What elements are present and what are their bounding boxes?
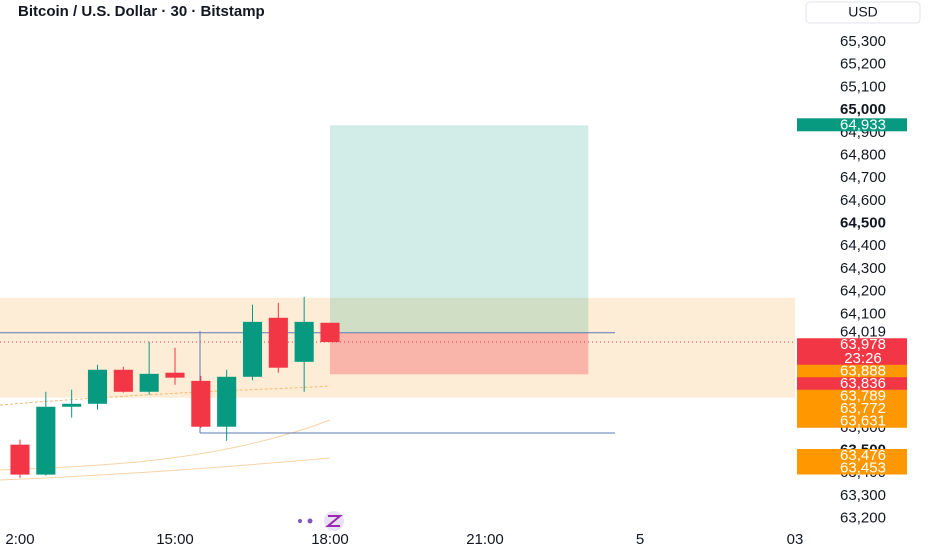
price-label: 64,019 — [840, 324, 886, 341]
x-tick-label: 15:00 — [156, 531, 194, 548]
chart-title: Bitcoin / U.S. Dollar · 30 · Bitstamp — [18, 3, 265, 20]
price-label-box — [797, 364, 907, 378]
price-label-box — [797, 461, 907, 475]
x-tick-label: 21:00 — [466, 531, 504, 548]
y-tick-label: 64,500 — [840, 215, 886, 232]
countdown-label: 23:26 — [844, 350, 882, 367]
currency-button[interactable] — [805, 1, 921, 24]
candle-body — [10, 444, 30, 475]
y-tick-label: 65,200 — [840, 56, 886, 73]
price-label-bg — [797, 325, 907, 339]
y-tick-label: 64,200 — [840, 283, 886, 300]
price-label: 63,772 — [840, 400, 886, 417]
y-tick-label: 64,700 — [840, 169, 886, 186]
y-tick-label: 64,800 — [840, 146, 886, 163]
indicator-line — [0, 385, 331, 406]
y-tick-label: 64,300 — [840, 260, 886, 277]
candle-body — [320, 322, 340, 343]
x-tick-label: 03 — [787, 531, 804, 548]
candle-body — [294, 321, 314, 362]
y-tick-label: 65,300 — [840, 33, 886, 50]
x-tick-label: 5 — [636, 531, 644, 548]
candle-body — [165, 372, 185, 378]
price-label: 63,631 — [840, 413, 886, 430]
price-label-box — [797, 338, 907, 367]
logo — [298, 511, 344, 531]
y-tick-label: 64,100 — [840, 305, 886, 322]
marks-layer — [10, 296, 340, 478]
candle-body — [217, 376, 237, 427]
candle-body — [242, 321, 263, 377]
position-stop — [329, 332, 589, 375]
background-layer — [0, 125, 795, 398]
candle-body — [62, 403, 82, 407]
position-target — [329, 125, 589, 333]
price-label: 63,888 — [840, 363, 886, 380]
candle-body — [113, 369, 133, 392]
price-label-box — [797, 118, 907, 132]
price-label-box — [797, 389, 907, 403]
price-label: 64,933 — [840, 116, 886, 133]
candle-body — [87, 369, 108, 404]
y-tick-label: 64,600 — [840, 192, 886, 209]
price-label: 63,453 — [840, 459, 886, 476]
y-tick-label: 65,000 — [840, 101, 886, 118]
y-tick-label: 63,200 — [840, 510, 886, 527]
x-tick-label: 18:00 — [311, 531, 349, 548]
price-label: 63,789 — [840, 388, 886, 405]
price-label: 63,476 — [840, 447, 886, 464]
y-tick-label: 65,100 — [840, 78, 886, 95]
price-label-box — [797, 414, 907, 428]
x-tick-label: 2:00 — [5, 531, 34, 548]
price-label: 63,978 — [840, 336, 886, 353]
price-label-box — [797, 449, 907, 463]
candle-body — [268, 317, 288, 368]
axis-layer: 2:0015:0018:0021:0050363,20063,30063,400… — [5, 33, 907, 548]
y-tick-label: 64,400 — [840, 237, 886, 254]
candle-body — [36, 406, 56, 475]
price-label: 63,836 — [840, 375, 886, 392]
price-label-box — [797, 377, 907, 391]
candle-body — [191, 380, 211, 427]
y-tick-label: 63,300 — [840, 487, 886, 504]
currency-label[interactable]: USD — [848, 4, 878, 20]
price-label-box — [797, 402, 907, 416]
indicator-line — [0, 457, 331, 481]
candle-body — [139, 373, 159, 392]
